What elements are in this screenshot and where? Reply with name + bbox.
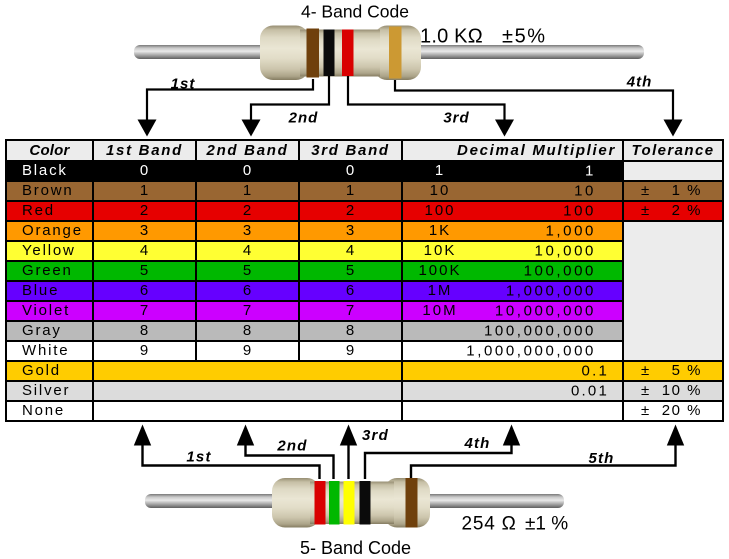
svg-text:2nd: 2nd (288, 110, 319, 127)
svg-text:±1 %: ±1 % (525, 514, 568, 535)
svg-text:2nd: 2nd (276, 438, 307, 455)
svg-text:5th: 5th (588, 450, 614, 467)
svg-text:4th: 4th (463, 435, 490, 452)
svg-text:1st: 1st (186, 449, 211, 466)
svg-text:4- Band Code: 4- Band Code (301, 2, 409, 22)
svg-text:3rd: 3rd (362, 427, 389, 444)
svg-text:5- Band Code: 5- Band Code (300, 538, 411, 558)
svg-text:±5%: ±5% (502, 26, 547, 48)
svg-text:1st: 1st (171, 76, 196, 93)
svg-text:254 Ω: 254 Ω (462, 514, 517, 535)
svg-text:3rd: 3rd (443, 110, 469, 127)
svg-text:4th: 4th (626, 74, 653, 91)
svg-text:1.0 KΩ: 1.0 KΩ (420, 26, 483, 48)
